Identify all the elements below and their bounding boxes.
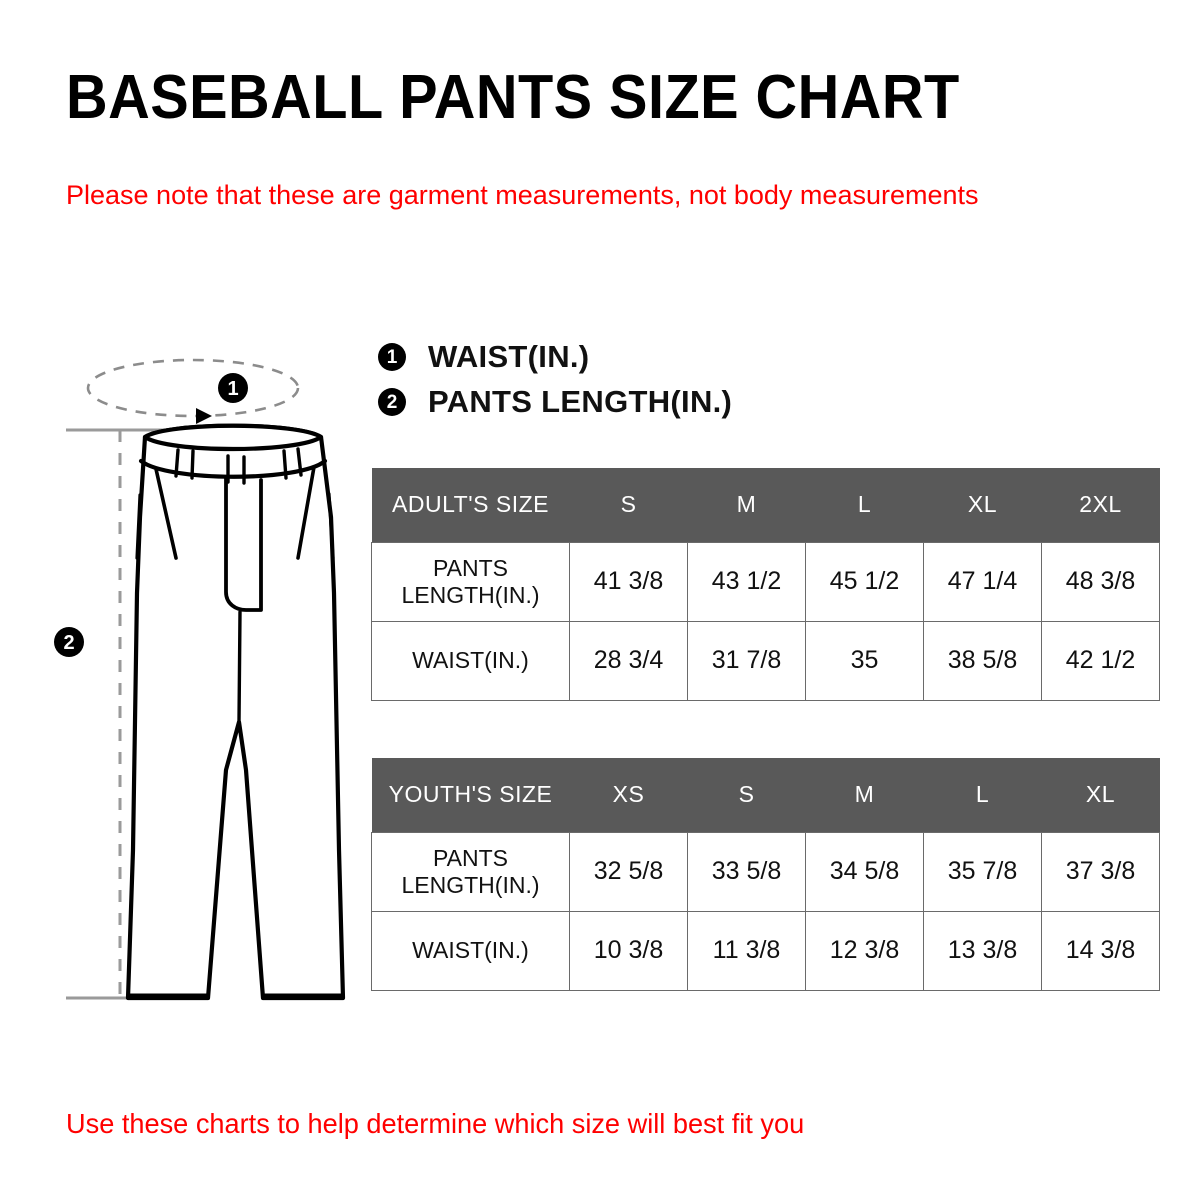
table-row: WAIST(IN.) 28 3/4 31 7/8 35 38 5/8 42 1/…: [371, 621, 1160, 701]
youth-column-l: L: [923, 758, 1042, 833]
table-cell: 37 3/8: [1041, 832, 1160, 912]
table-cell: 48 3/8: [1041, 542, 1160, 622]
svg-text:2: 2: [63, 632, 74, 654]
adult-row-label-pants-length: PANTS LENGTH(IN.): [371, 542, 570, 622]
legend-label-waist: WAIST(IN.): [428, 339, 590, 374]
table-cell: 33 5/8: [687, 832, 806, 912]
table-cell: 42 1/2: [1041, 621, 1160, 701]
pants-measurement-diagram: 1 2: [48, 330, 368, 1030]
table-row: PANTS LENGTH(IN.) 41 3/8 43 1/2 45 1/2 4…: [371, 542, 1160, 622]
page-title: BASEBALL PANTS SIZE CHART: [66, 63, 960, 132]
adult-size-header: ADULT'S SIZE: [371, 468, 570, 543]
table-header-row: YOUTH'S SIZE XS S M L XL: [371, 758, 1160, 833]
youth-size-table: YOUTH'S SIZE XS S M L XL PANTS LENGTH(IN…: [371, 758, 1160, 991]
youth-column-s: S: [687, 758, 806, 833]
svg-text:1: 1: [227, 378, 238, 400]
table-cell: 47 1/4: [923, 542, 1042, 622]
measurement-legend: 1 WAIST(IN.) 2 PANTS LENGTH(IN.): [378, 336, 732, 426]
table-cell: 12 3/8: [805, 911, 924, 991]
youth-column-m: M: [805, 758, 924, 833]
table-cell: 41 3/8: [569, 542, 688, 622]
adult-row-label-waist: WAIST(IN.): [371, 621, 570, 701]
youth-row-label-waist: WAIST(IN.): [371, 911, 570, 991]
adult-column-s: S: [569, 468, 688, 543]
marker-two-badge: 2: [378, 388, 406, 416]
table-cell: 28 3/4: [569, 621, 688, 701]
table-cell: 32 5/8: [569, 832, 688, 912]
table-cell: 11 3/8: [687, 911, 806, 991]
table-row: WAIST(IN.) 10 3/8 11 3/8 12 3/8 13 3/8 1…: [371, 911, 1160, 991]
adult-column-2xl: 2XL: [1041, 468, 1160, 543]
table-cell: 34 5/8: [805, 832, 924, 912]
youth-column-xs: XS: [569, 758, 688, 833]
table-cell: 13 3/8: [923, 911, 1042, 991]
footer-guidance-note: Use these charts to help determine which…: [66, 1108, 805, 1139]
table-cell: 45 1/2: [805, 542, 924, 622]
adult-column-l: L: [805, 468, 924, 543]
table-header-row: ADULT'S SIZE S M L XL 2XL: [371, 468, 1160, 543]
table-cell: 35: [805, 621, 924, 701]
table-cell: 14 3/8: [1041, 911, 1160, 991]
adult-column-m: M: [687, 468, 806, 543]
adult-column-xl: XL: [923, 468, 1042, 543]
table-cell: 35 7/8: [923, 832, 1042, 912]
adult-size-table: ADULT'S SIZE S M L XL 2XL PANTS LENGTH(I…: [371, 468, 1160, 701]
table-row: PANTS LENGTH(IN.) 32 5/8 33 5/8 34 5/8 3…: [371, 832, 1160, 912]
diagram-marker-one: 1: [218, 373, 248, 403]
youth-size-header: YOUTH'S SIZE: [371, 758, 570, 833]
table-cell: 10 3/8: [569, 911, 688, 991]
waist-circumference-ellipse: [86, 358, 300, 424]
marker-one-badge: 1: [378, 343, 406, 371]
measurement-disclaimer-note: Please note that these are garment measu…: [66, 180, 979, 210]
table-cell: 38 5/8: [923, 621, 1042, 701]
diagram-marker-two: 2: [54, 627, 84, 657]
youth-column-xl: XL: [1041, 758, 1160, 833]
table-cell: 31 7/8: [687, 621, 806, 701]
legend-label-pants-length: PANTS LENGTH(IN.): [428, 384, 733, 419]
pants-outline: [125, 423, 346, 1001]
table-cell: 43 1/2: [687, 542, 806, 622]
legend-item-waist: 1 WAIST(IN.): [378, 336, 732, 378]
legend-item-pants-length: 2 PANTS LENGTH(IN.): [378, 381, 732, 423]
youth-row-label-pants-length: PANTS LENGTH(IN.): [371, 832, 570, 912]
